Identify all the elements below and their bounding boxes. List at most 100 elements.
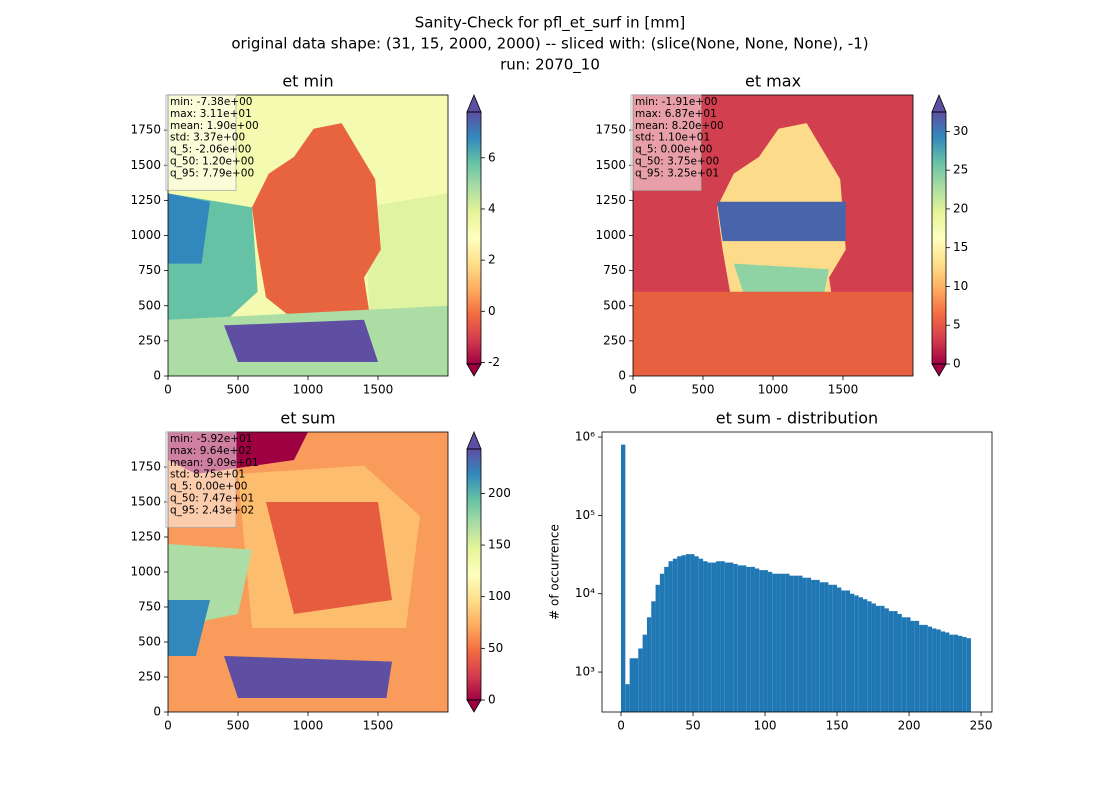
colorbar-extend (931, 93, 947, 113)
map-region (224, 319, 378, 362)
histogram-bar (927, 626, 933, 712)
histogram-bar (906, 617, 911, 712)
colorbar-tick-label: 0 (488, 693, 496, 707)
histogram-bar (633, 658, 639, 712)
colorbar-tick-label: 4 (488, 201, 496, 215)
histogram-bar (741, 565, 747, 712)
y-tick-label: 1000 (595, 228, 626, 242)
histogram-bar (729, 562, 734, 712)
stats-line: mean: 1.90e+00 (170, 120, 259, 132)
stats-line: min: -1.91e+00 (635, 96, 717, 108)
histogram-bar (659, 573, 665, 712)
histogram-bar (936, 629, 941, 712)
colorbar-tick-label: 10 (953, 279, 968, 293)
y-tick-label: 1500 (595, 158, 626, 172)
map-region (364, 193, 448, 320)
histogram-bar (664, 566, 669, 712)
histogram-bar (681, 555, 686, 712)
stats-line: std: 8.75e+01 (170, 469, 245, 481)
histogram-bar (880, 605, 885, 712)
histogram-bar (668, 561, 673, 712)
x-tick-label: 0 (629, 383, 637, 397)
x-tick-label: 1000 (293, 719, 324, 733)
stats-line: q_95: 2.43e+02 (170, 504, 254, 516)
histogram-bar (759, 570, 764, 712)
suptitle: run: 2070_10 (500, 56, 600, 75)
histogram-bar (672, 558, 678, 712)
y-tick-label: 1250 (595, 193, 626, 207)
histogram-bar (646, 617, 652, 712)
colorbar-extend (466, 430, 482, 450)
histogram-bar (940, 631, 946, 712)
histogram-bar (910, 620, 915, 712)
x-tick-label: 1500 (828, 383, 859, 397)
histogram-bar (888, 611, 894, 712)
histogram-bar (871, 603, 876, 712)
y-tick-label: 1000 (130, 228, 161, 242)
stats-box (165, 94, 237, 191)
stats-line: q_95: 3.25e+01 (635, 167, 719, 179)
histogram-bar (862, 599, 868, 712)
histogram-bar (806, 577, 812, 712)
colorbar-extend (466, 699, 482, 713)
x-tick-label: 250 (970, 719, 993, 733)
x-tick-label: 1000 (758, 383, 789, 397)
colorbar-tick-label: 50 (488, 641, 503, 655)
histogram-bar (703, 561, 708, 712)
stats-line: q_50: 3.75e+00 (635, 156, 719, 168)
colorbar-tick-label: 5 (953, 318, 961, 332)
map-region (224, 656, 392, 698)
x-tick-label: 500 (227, 719, 250, 733)
histogram-bar (828, 584, 833, 712)
suptitle: original data shape: (31, 15, 2000, 2000… (231, 35, 868, 53)
stats-line: max: 9.64e+02 (170, 445, 252, 457)
histogram-bar (793, 575, 799, 712)
x-tick-label: 0 (164, 383, 172, 397)
colorbar-tick-label: 20 (953, 201, 968, 215)
stats-box (630, 94, 702, 191)
histogram-bar (802, 577, 807, 712)
histogram-bar (897, 614, 902, 712)
histogram-bar (707, 562, 712, 712)
y-tick-label: 750 (138, 600, 161, 614)
stats-line: q_5: 0.00e+00 (170, 481, 247, 493)
y-tick-label: 0 (153, 369, 161, 383)
histogram-bar (621, 444, 626, 712)
colorbar-tick-label: 0 (488, 304, 496, 318)
colorbar-tick-label: 30 (953, 124, 968, 138)
stats-line: q_5: -2.06e+00 (170, 144, 251, 156)
histogram-bar (875, 605, 881, 712)
histogram-bar (901, 617, 907, 712)
colorbar-extend (466, 363, 482, 377)
x-tick-label: 500 (692, 383, 715, 397)
x-tick-label: 200 (898, 719, 921, 733)
colorbar-frame (931, 111, 947, 365)
x-tick-label: 500 (227, 383, 250, 397)
y-tick-label: 1750 (130, 460, 161, 474)
histogram-bar (720, 561, 725, 712)
stats-line: q_50: 1.20e+00 (170, 156, 254, 168)
histogram-bar (772, 573, 777, 712)
map-region (168, 600, 210, 656)
x-tick-label: 50 (685, 719, 700, 733)
histogram-bar (837, 587, 842, 712)
histogram-bar (958, 635, 963, 712)
histogram-bar (716, 561, 721, 712)
colorbar-tick-label: 2 (488, 253, 496, 267)
histogram-bar (746, 566, 751, 712)
axes-title: et sum (280, 409, 335, 428)
stats-line: min: -7.38e+00 (170, 96, 252, 108)
histogram-bar (932, 628, 937, 712)
y-tick-label: 10³ (575, 665, 595, 679)
colorbar (932, 112, 946, 364)
histogram-bar (962, 637, 967, 712)
map-region (717, 201, 846, 242)
histogram-bar (767, 571, 773, 712)
y-tick-label: 750 (138, 263, 161, 277)
histogram-bar (677, 556, 682, 712)
histogram-bar (629, 658, 634, 712)
y-tick-label: 0 (153, 705, 161, 719)
histogram-bar (845, 590, 850, 712)
histogram-bar (754, 568, 760, 712)
